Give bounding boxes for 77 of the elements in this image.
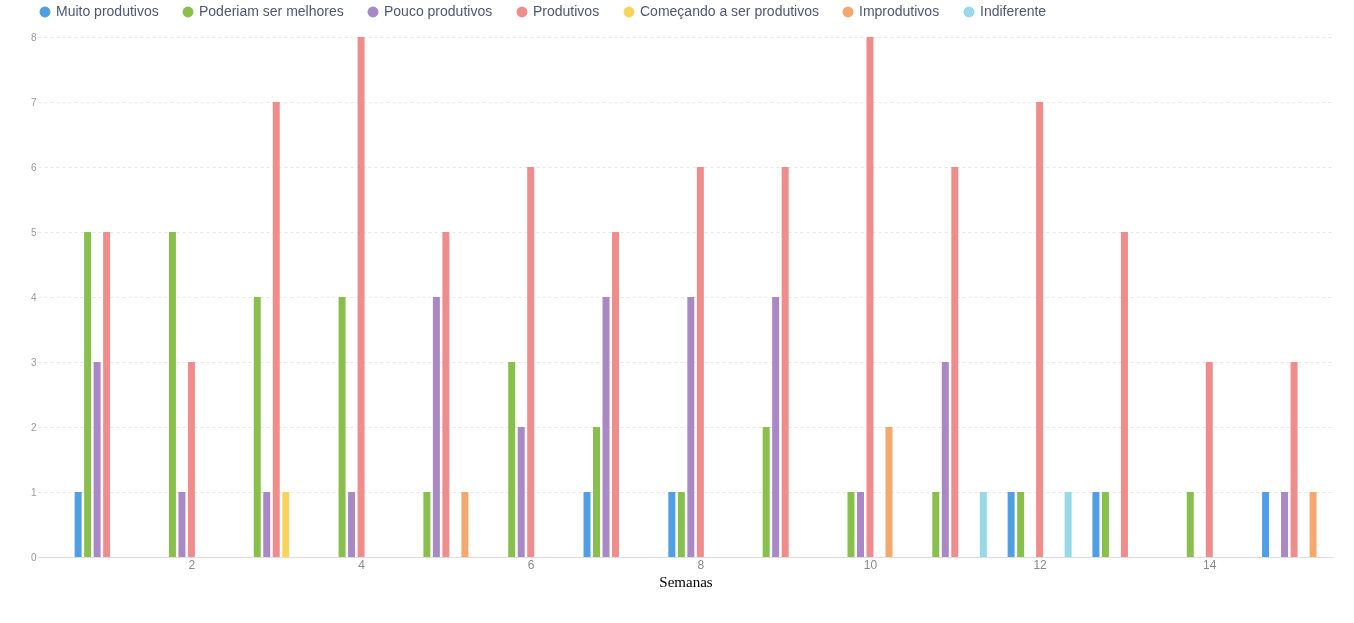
legend-label: Produtivos bbox=[533, 3, 600, 19]
x-tick-label: 2 bbox=[188, 557, 196, 572]
bar bbox=[178, 492, 186, 557]
bar bbox=[461, 492, 469, 557]
x-tick-label: 4 bbox=[358, 557, 366, 572]
bar bbox=[527, 167, 535, 557]
bar bbox=[1064, 492, 1072, 557]
bar bbox=[1186, 492, 1194, 557]
bar bbox=[602, 297, 610, 557]
bar bbox=[1120, 232, 1128, 557]
x-tick-label: 10 bbox=[863, 557, 878, 572]
bar bbox=[781, 167, 789, 557]
bar bbox=[348, 492, 356, 557]
bar bbox=[168, 232, 176, 557]
bar bbox=[338, 297, 346, 557]
bar bbox=[696, 167, 704, 557]
bar bbox=[253, 297, 261, 557]
y-tick-label: 1 bbox=[30, 486, 37, 498]
bar bbox=[263, 492, 271, 557]
y-tick-label: 5 bbox=[30, 226, 37, 238]
bar bbox=[1101, 492, 1109, 557]
legend-label: Improdutivos bbox=[859, 3, 940, 19]
bar bbox=[1262, 492, 1270, 557]
bar bbox=[885, 427, 893, 557]
legend-label: Indiferente bbox=[980, 3, 1047, 19]
legend-label: Muito produtivos bbox=[56, 3, 159, 19]
bar bbox=[847, 492, 855, 557]
bar bbox=[951, 167, 959, 557]
y-tick-label: 0 bbox=[30, 551, 37, 563]
bar bbox=[84, 232, 92, 557]
y-tick-label: 2 bbox=[30, 421, 37, 433]
y-tick-label: 6 bbox=[30, 161, 37, 173]
bar bbox=[93, 362, 101, 557]
bar bbox=[979, 492, 987, 557]
bar bbox=[668, 492, 676, 557]
bar bbox=[187, 362, 195, 557]
bar bbox=[762, 427, 770, 557]
bar bbox=[677, 492, 685, 557]
bar bbox=[442, 232, 450, 557]
y-tick-label: 3 bbox=[30, 356, 37, 368]
bar bbox=[612, 232, 620, 557]
bar bbox=[1205, 362, 1213, 557]
bar bbox=[1092, 492, 1100, 557]
x-axis-title: Semanas bbox=[659, 573, 713, 590]
bar bbox=[1290, 362, 1298, 557]
legend-label: Começando a ser produtivos bbox=[640, 3, 819, 19]
bar bbox=[941, 362, 949, 557]
bar bbox=[357, 37, 365, 557]
bar bbox=[74, 492, 82, 557]
legend-label: Pouco produtivos bbox=[384, 3, 493, 19]
bar bbox=[282, 492, 290, 557]
x-tick-label: 8 bbox=[697, 557, 705, 572]
y-tick-label: 7 bbox=[30, 96, 37, 108]
x-tick-label: 14 bbox=[1203, 557, 1217, 572]
bar bbox=[432, 297, 440, 557]
bar bbox=[1309, 492, 1317, 557]
bar bbox=[1281, 492, 1289, 557]
x-tick-label: 6 bbox=[527, 557, 535, 572]
bar bbox=[272, 102, 280, 557]
bar bbox=[517, 427, 525, 557]
bar bbox=[423, 492, 431, 557]
bar bbox=[508, 362, 516, 557]
bar bbox=[932, 492, 940, 557]
x-tick-label: 12 bbox=[1033, 557, 1048, 572]
bar bbox=[593, 427, 601, 557]
bar bbox=[856, 492, 864, 557]
bar bbox=[103, 232, 111, 557]
legend-label: Poderiam ser melhores bbox=[199, 3, 344, 19]
y-tick-label: 8 bbox=[30, 31, 37, 43]
bar bbox=[866, 37, 874, 557]
bar bbox=[583, 492, 591, 557]
y-tick-label: 4 bbox=[30, 291, 37, 303]
bar bbox=[1036, 102, 1044, 557]
bar bbox=[1007, 492, 1015, 557]
bar bbox=[772, 297, 780, 557]
bar bbox=[1017, 492, 1025, 557]
bar bbox=[687, 297, 695, 557]
